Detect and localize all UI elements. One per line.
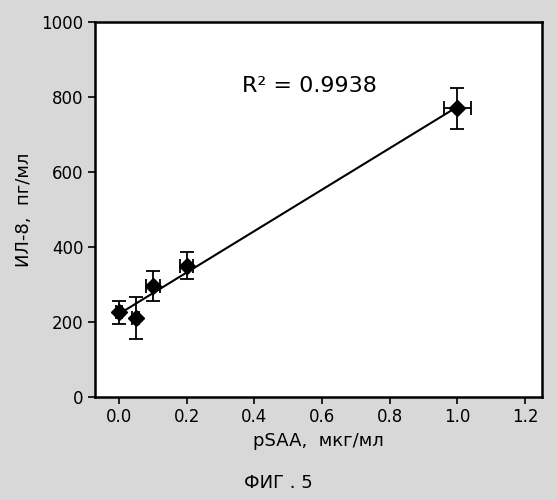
X-axis label: pSAA,  мкг/мл: pSAA, мкг/мл bbox=[253, 432, 384, 450]
Text: R² = 0.9938: R² = 0.9938 bbox=[242, 76, 377, 96]
Text: ФИГ . 5: ФИГ . 5 bbox=[244, 474, 313, 492]
Y-axis label: ИЛ-8,  пг/мл: ИЛ-8, пг/мл bbox=[15, 152, 33, 266]
